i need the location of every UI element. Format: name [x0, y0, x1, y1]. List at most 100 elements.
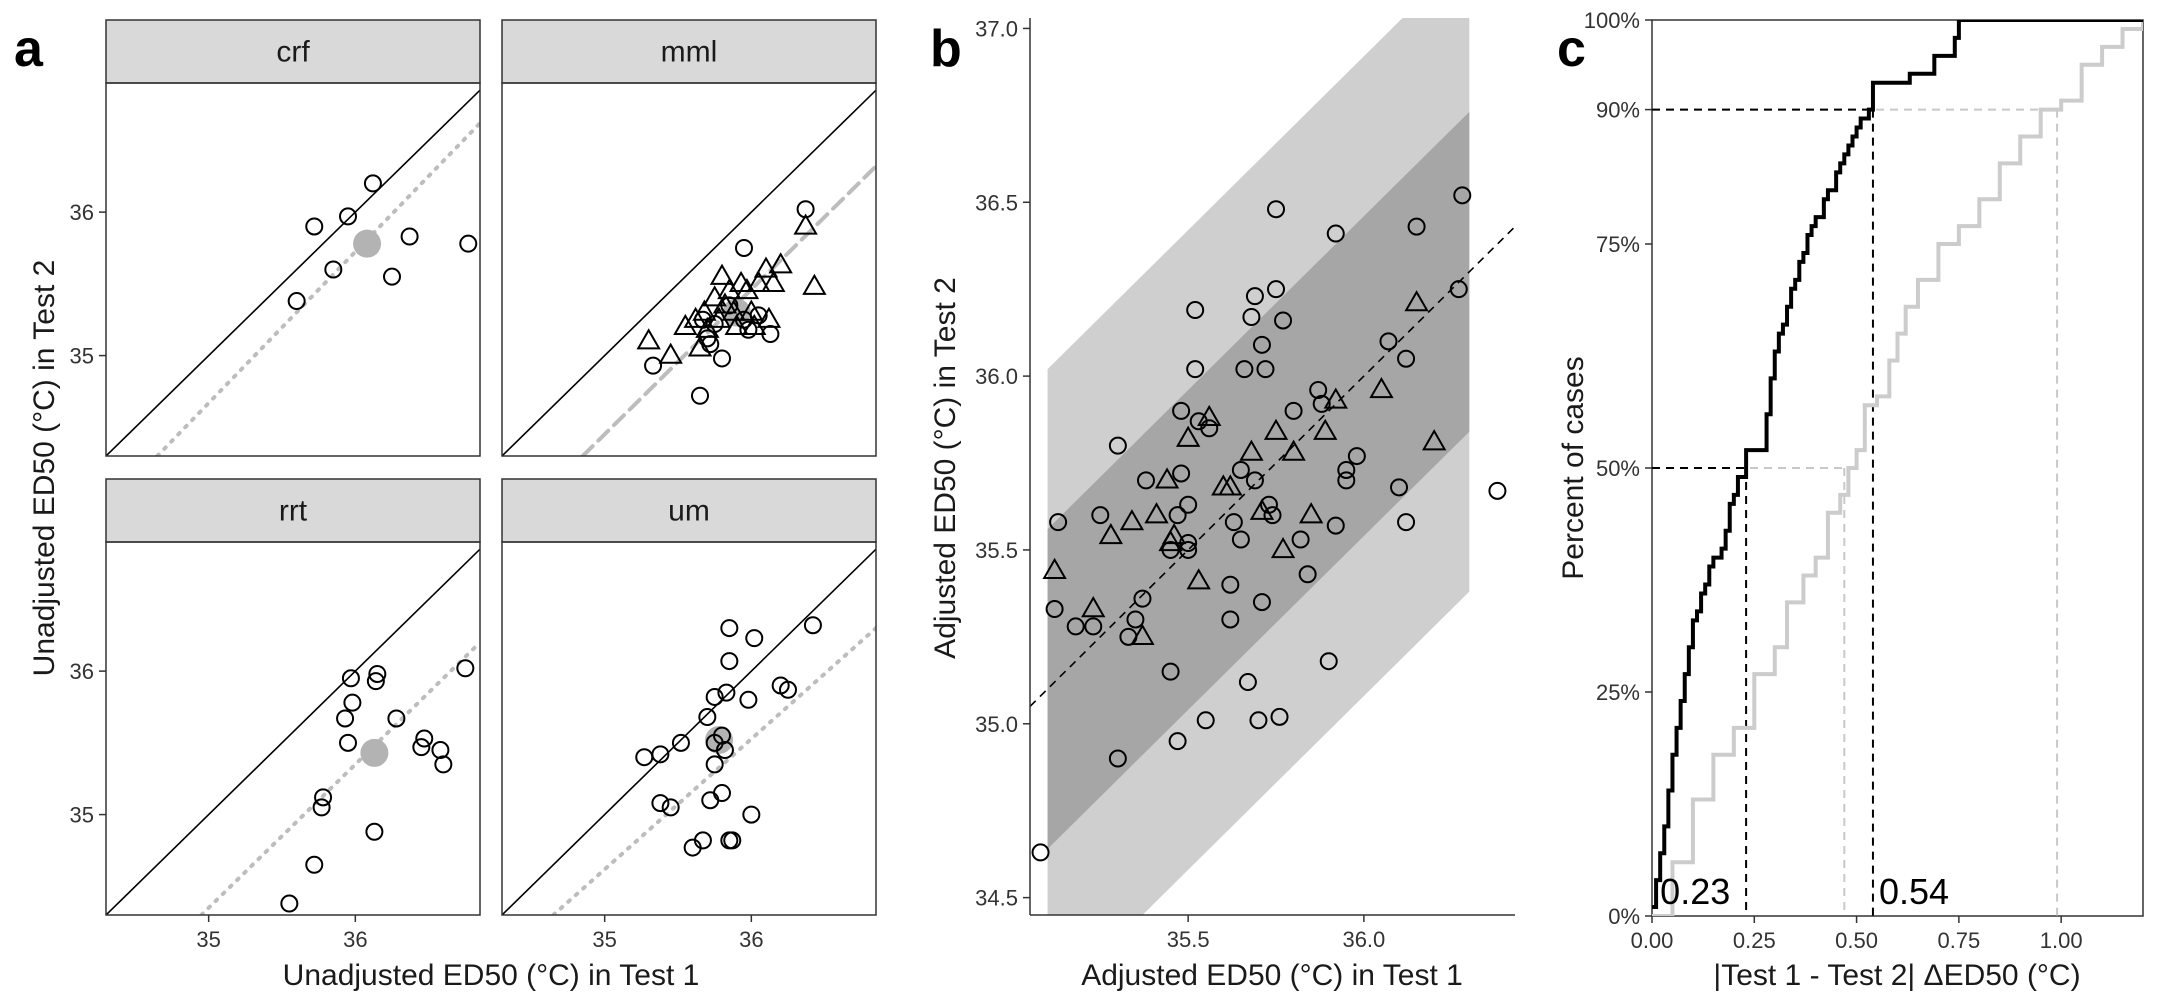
panel-a: a crf 35 36 mml rrt 35 36 35 36 um 35 36 Unadjusted E…: [14, 19, 877, 992]
data-point-circle: [1231, 460, 1250, 479]
data-point-circle: [339, 733, 357, 752]
data-point-circle: [339, 207, 357, 226]
data-point-circle: [387, 709, 406, 728]
facet-strip: [501, 478, 877, 543]
data-point-circle: [745, 629, 764, 648]
data-point-triangle: [1175, 425, 1201, 447]
y-tick-label: 35: [70, 803, 94, 828]
data-point-triangle: [1249, 498, 1275, 520]
data-point-circle: [1397, 349, 1416, 368]
data-point-triangle: [692, 299, 717, 321]
data-point-circle: [1221, 575, 1240, 594]
data-point-circle: [739, 320, 758, 339]
quantile-annotation: 0.54: [1879, 871, 1949, 912]
data-point-circle: [635, 748, 654, 767]
y-tick-label: 36.0: [975, 364, 1018, 389]
data-point-circle: [336, 709, 355, 728]
data-point-circle: [693, 831, 712, 850]
data-point-triangle: [1369, 377, 1394, 399]
data-point-circle: [651, 745, 670, 764]
data-point-circle: [459, 234, 478, 253]
y-tick-label: 34.5: [975, 886, 1018, 911]
data-point-circle: [1390, 478, 1409, 497]
ecdf-line-black: [1652, 20, 2143, 910]
data-point-triangle: [793, 213, 818, 235]
data-point-circle: [1168, 506, 1187, 525]
data-point-circle: [742, 805, 761, 824]
data-point-triangle: [1404, 290, 1429, 312]
data-point-circle: [400, 227, 419, 246]
data-point-circle: [1270, 707, 1289, 726]
data-point-circle: [1224, 513, 1243, 532]
data-point-circle: [739, 690, 758, 709]
mean-point: [705, 725, 734, 754]
data-point-triangle: [717, 278, 742, 300]
data-point-triangle: [1130, 623, 1155, 646]
data-point-circle: [1238, 673, 1257, 692]
data-point-circle: [305, 855, 324, 874]
facet-strip: [501, 19, 877, 84]
data-point-circle: [1161, 662, 1180, 681]
y-tick-label: 50%: [1596, 456, 1640, 481]
data-point-triangle: [1186, 568, 1211, 590]
ecdf-line-grey: [1652, 20, 2143, 916]
data-point-circle: [717, 683, 736, 702]
data-point-circle: [661, 798, 680, 817]
data-point-triangle: [802, 273, 827, 295]
data-point-triangle: [1239, 439, 1264, 461]
facet-strip: [105, 19, 481, 84]
data-point-circle: [1326, 516, 1345, 535]
y-tick-label: 35: [70, 344, 94, 369]
x-axis-title: |Test 1 - Test 2| ΔED50 (°C): [1713, 959, 2080, 992]
x-tick-label: 1.00: [2040, 928, 2083, 953]
data-point-circle: [713, 349, 731, 368]
facet-strip: [105, 478, 481, 543]
facet-strip-label: mml: [661, 36, 718, 69]
x-tick-label: 36: [739, 927, 763, 952]
y-tick-label: 35.5: [975, 538, 1018, 563]
data-point-circle: [1337, 471, 1356, 490]
data-point-circle: [1108, 749, 1127, 768]
data-point-circle: [1379, 332, 1398, 351]
plot-area: [1652, 20, 2143, 916]
data-point-circle: [383, 267, 401, 286]
mean-point: [353, 229, 382, 258]
data-point-circle: [1488, 481, 1507, 500]
data-point-circle: [1249, 711, 1268, 730]
data-point-circle: [1235, 360, 1254, 379]
facet-plot-area: [502, 89, 876, 456]
data-point-circle: [1245, 471, 1264, 490]
identity-line: [106, 89, 480, 456]
data-point-circle: [1242, 308, 1261, 326]
data-point-circle: [651, 794, 670, 813]
data-point-circle: [415, 729, 434, 748]
facet-strip-label: um: [668, 495, 710, 528]
data-point-triangle: [658, 342, 683, 364]
data-point-triangle: [1197, 404, 1222, 426]
data-point-triangle: [1161, 523, 1187, 545]
data-point-triangle: [1323, 387, 1348, 409]
panel-label-b: b: [930, 20, 962, 78]
data-point-circle: [280, 894, 299, 913]
data-point-circle: [1196, 711, 1215, 730]
data-point-circle: [720, 619, 739, 638]
data-point-circle: [324, 260, 343, 279]
facet-frame: [501, 82, 877, 457]
data-point-triangle: [1144, 502, 1169, 524]
data-point-circle: [1298, 565, 1317, 584]
y-tick-label: 36.5: [975, 190, 1018, 215]
fit-line: [155, 121, 480, 456]
data-point-triangle: [746, 270, 771, 292]
data-point-triangle: [1298, 502, 1324, 524]
panel-label-c: c: [1557, 20, 1586, 78]
data-point-circle: [363, 174, 382, 193]
y-tick-label: 35.0: [975, 712, 1018, 737]
data-point-triangle: [709, 263, 735, 285]
data-point-circle: [803, 616, 822, 635]
data-point-circle: [1263, 506, 1282, 525]
data-point-triangle: [724, 313, 749, 336]
facet-plot-area: [502, 548, 876, 915]
data-point-triangle: [1263, 418, 1289, 440]
data-point-circle: [644, 356, 663, 375]
x-tick-label: 36: [343, 927, 367, 952]
